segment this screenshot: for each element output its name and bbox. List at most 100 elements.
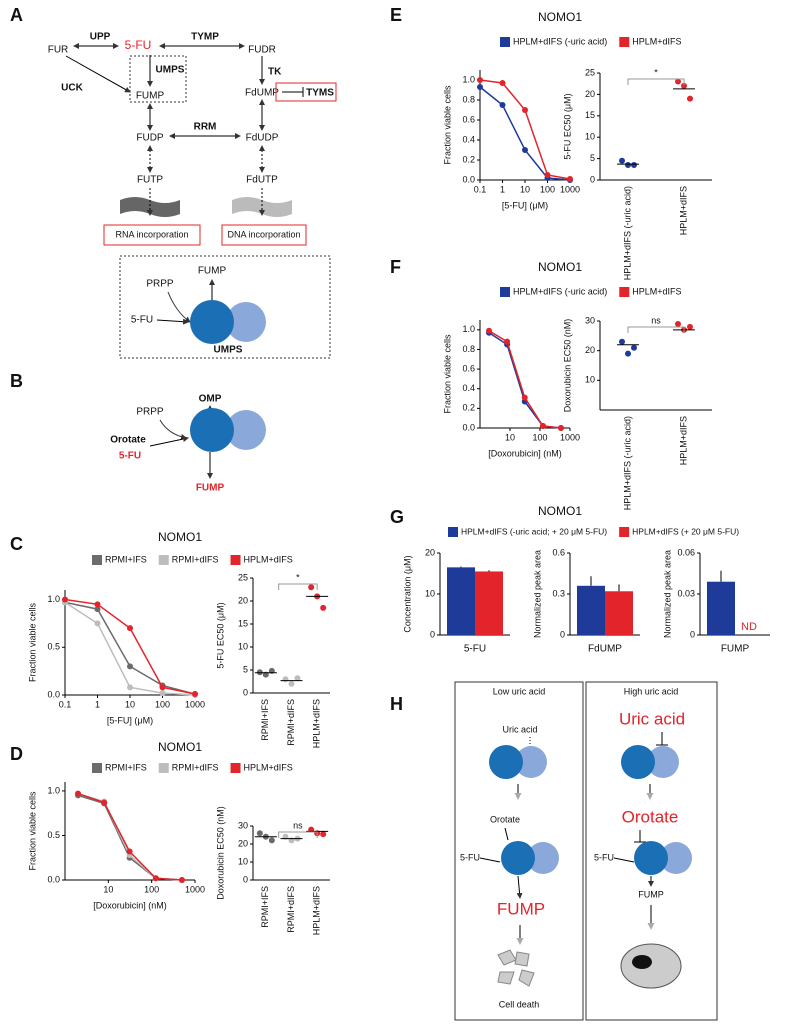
point bbox=[308, 584, 315, 591]
y-tick-label: 20 bbox=[238, 595, 248, 605]
point bbox=[499, 80, 506, 86]
enzyme-domain bbox=[634, 841, 668, 875]
point bbox=[256, 830, 263, 837]
enzyme-domain bbox=[501, 841, 535, 875]
y-tick-label: 0.4 bbox=[462, 383, 475, 393]
significance: * bbox=[296, 572, 300, 582]
legend-label: RPMI+dIFS bbox=[172, 554, 219, 564]
point bbox=[675, 78, 681, 85]
enzyme: UPP bbox=[90, 32, 111, 43]
point bbox=[268, 837, 275, 844]
y-tick-label: 15 bbox=[585, 110, 595, 120]
category-label: HPLM+dIFS bbox=[312, 886, 322, 935]
point bbox=[522, 147, 528, 153]
series-line bbox=[64, 601, 196, 696]
y-tick-label: 0 bbox=[243, 874, 248, 884]
y-tick-label: 1.0 bbox=[462, 74, 475, 84]
y-axis-label: Normalized peak area bbox=[532, 550, 542, 638]
bar bbox=[447, 567, 475, 635]
point bbox=[288, 680, 295, 687]
y-tick-label: 25 bbox=[238, 572, 248, 582]
x-tick-label: 1000 bbox=[185, 884, 205, 894]
y-tick-label: 30 bbox=[238, 820, 248, 830]
x-tick-label: 100 bbox=[540, 184, 555, 194]
chart-title: NOMO1 bbox=[538, 260, 582, 274]
point bbox=[126, 848, 133, 855]
y-axis-label: Normalized peak area bbox=[662, 550, 672, 638]
arrow bbox=[156, 318, 189, 325]
point bbox=[681, 82, 687, 89]
y-tick-label: 30 bbox=[585, 315, 595, 325]
y-tick-label: 10 bbox=[425, 588, 435, 598]
value-label: ND bbox=[741, 621, 757, 633]
legend-label: HPLM+dIFS (-uric acid; + 20 μM 5-FU) bbox=[461, 526, 607, 536]
bracket bbox=[627, 78, 685, 85]
y-tick-label: 10 bbox=[585, 375, 595, 385]
node: PRPP bbox=[146, 279, 174, 290]
point bbox=[522, 107, 528, 113]
enzyme: UMPS bbox=[214, 345, 243, 356]
point bbox=[94, 606, 101, 613]
legend-label: HPLM+dIFS bbox=[632, 286, 681, 296]
x-tick-label: 100 bbox=[155, 699, 170, 709]
bracket bbox=[278, 583, 318, 590]
umps-reaction: OMP PRPP Orotate 5-FU FUMP bbox=[110, 394, 266, 494]
model-title: High uric acid bbox=[624, 686, 679, 696]
x-tick-label: 1000 bbox=[560, 432, 580, 442]
cell-fragments bbox=[497, 949, 535, 987]
point bbox=[75, 790, 82, 797]
category-label: RPMI+dIFS bbox=[286, 886, 296, 933]
point bbox=[567, 176, 573, 182]
x-tick-label: 1000 bbox=[185, 699, 205, 709]
y-tick-label: 0.2 bbox=[462, 403, 475, 413]
y-tick-label: 1.0 bbox=[47, 785, 60, 795]
point bbox=[687, 95, 693, 102]
y-tick-label: 0 bbox=[690, 629, 695, 639]
y-tick-label: 0.2 bbox=[462, 154, 475, 164]
significance: ns bbox=[293, 820, 303, 830]
point bbox=[521, 394, 528, 401]
point bbox=[320, 831, 327, 838]
y-tick-label: 0.03 bbox=[677, 588, 695, 598]
bar bbox=[577, 585, 605, 635]
node: FdUTP bbox=[246, 175, 278, 186]
red-box bbox=[103, 224, 201, 246]
model-box bbox=[585, 681, 718, 1021]
legend-swatch bbox=[230, 555, 241, 565]
model-title: Low uric acid bbox=[493, 686, 546, 696]
node: 5-FU bbox=[594, 852, 614, 862]
bar bbox=[707, 581, 735, 635]
y-tick-label: 1.0 bbox=[47, 594, 60, 604]
cell bbox=[620, 943, 682, 989]
dotted-box bbox=[129, 55, 187, 103]
y-tick-label: 0.4 bbox=[462, 134, 475, 144]
category-label: RPMI+IFS bbox=[260, 886, 270, 928]
y-axis-label: 5-FU EC50 (μM) bbox=[215, 602, 225, 668]
x-tick-label: 1000 bbox=[560, 184, 580, 194]
enzyme-domain bbox=[621, 745, 655, 779]
enzyme: UCK bbox=[61, 83, 83, 94]
y-tick-label: 20 bbox=[425, 547, 435, 557]
y-tick-label: 0 bbox=[590, 174, 595, 184]
bar bbox=[475, 571, 503, 635]
point bbox=[192, 691, 198, 698]
node: FUMP bbox=[497, 899, 545, 918]
y-tick-label: 0.0 bbox=[47, 874, 60, 884]
node: FUMP bbox=[196, 483, 225, 494]
point bbox=[94, 601, 101, 608]
panel-label: F bbox=[390, 257, 401, 277]
category-label: RPMI+IFS bbox=[260, 699, 270, 741]
panel-label: B bbox=[10, 371, 23, 391]
node: OMP bbox=[199, 394, 222, 405]
point bbox=[619, 157, 625, 164]
panel-label: G bbox=[390, 507, 404, 527]
node: FUMP bbox=[136, 91, 165, 102]
y-tick-label: 10 bbox=[238, 641, 248, 651]
series-line bbox=[77, 792, 183, 881]
y-tick-label: 5 bbox=[590, 153, 595, 163]
point bbox=[504, 338, 511, 345]
x-tick-label: FUMP bbox=[721, 644, 750, 655]
node: Orotate bbox=[490, 814, 520, 824]
point bbox=[557, 425, 564, 431]
arrow bbox=[149, 436, 189, 447]
